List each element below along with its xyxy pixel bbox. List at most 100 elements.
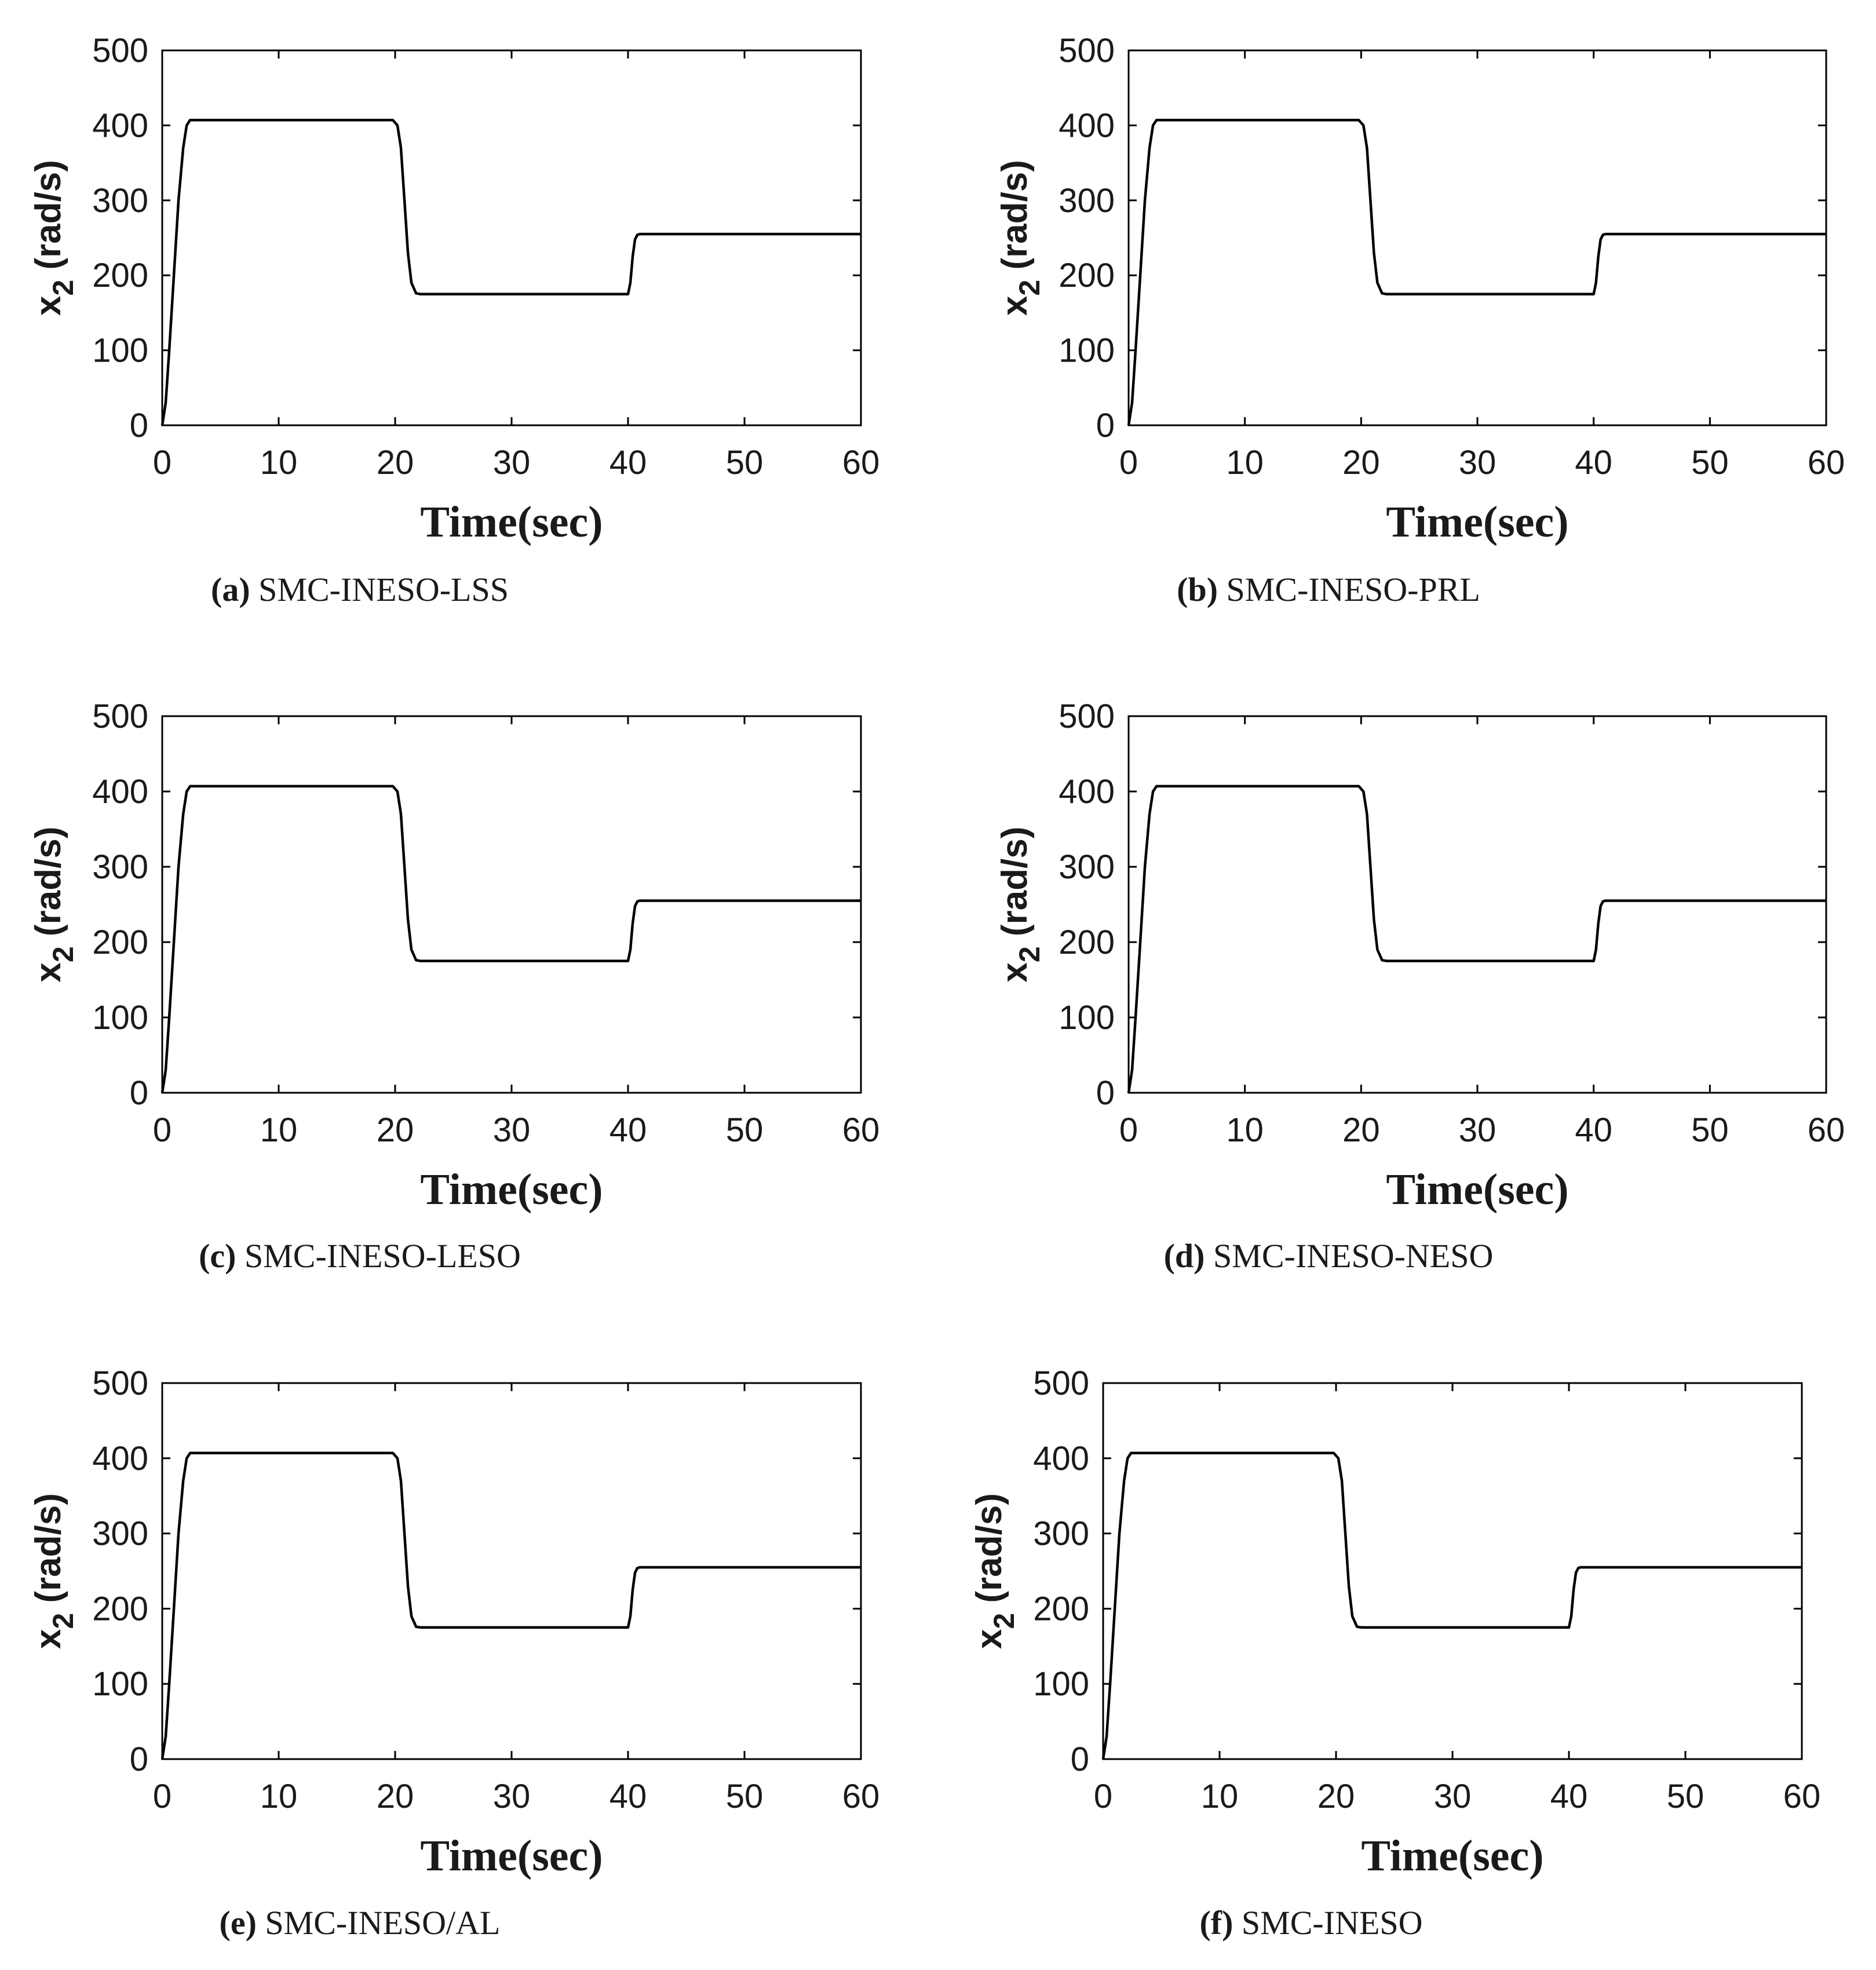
axes-frame xyxy=(1127,715,1827,1094)
y-tick-label: 400 xyxy=(92,773,148,811)
y-tick-label: 100 xyxy=(1059,999,1115,1037)
y-axis-label: x2 (rad/s) xyxy=(995,160,1046,316)
x-tick-label: 20 xyxy=(377,444,414,481)
x-tick-label: 20 xyxy=(1317,1778,1355,1815)
y-tick-label: 100 xyxy=(92,1665,148,1703)
y-tick-label: 100 xyxy=(92,332,148,370)
y-tick-label: 100 xyxy=(1059,332,1115,370)
axes-frame xyxy=(1127,49,1827,426)
x-tick-label: 0 xyxy=(1119,1111,1138,1149)
y-tick-label: 300 xyxy=(92,1515,148,1553)
x-tick-label: 40 xyxy=(1575,444,1612,481)
x-tick-label: 0 xyxy=(153,444,171,481)
chart-panel-b: 0 10 20 30 40 50 60 0 100 200 300 400 500 Time(sec) x2… xyxy=(995,32,1845,608)
y-tick-label: 200 xyxy=(1059,924,1115,961)
series-line-x2 xyxy=(160,119,861,426)
y-tick-label: 0 xyxy=(130,1074,148,1112)
x-tick-label: 30 xyxy=(1459,1111,1497,1149)
x-axis-label: Time(sec) xyxy=(420,1165,603,1214)
x-tick-label: 0 xyxy=(153,1778,171,1815)
x-tick-label: 10 xyxy=(1226,444,1264,481)
x-tick-label: 10 xyxy=(260,444,298,481)
y-tick-label: 300 xyxy=(1059,182,1115,220)
panel-caption: (f) SMC-INESO xyxy=(1199,1904,1422,1942)
x-tick-label: 0 xyxy=(1119,444,1138,481)
y-axis-label: x2 (rad/s) xyxy=(28,826,79,982)
y-tick-label: 300 xyxy=(92,182,148,220)
x-tick-label: 10 xyxy=(260,1778,298,1815)
x-tick-label: 20 xyxy=(377,1111,414,1149)
x-tick-label: 30 xyxy=(1434,1778,1472,1815)
series-line-x2 xyxy=(1101,1451,1802,1760)
y-tick-label: 400 xyxy=(1059,107,1115,144)
x-tick-label: 0 xyxy=(1094,1778,1112,1815)
x-tick-label: 40 xyxy=(609,444,647,481)
x-axis-label: Time(sec) xyxy=(1386,498,1568,546)
x-tick-label: 60 xyxy=(842,1778,880,1815)
x-axis-label: Time(sec) xyxy=(1361,1832,1543,1880)
axes-frame xyxy=(161,715,862,1094)
y-tick-label: 100 xyxy=(92,999,148,1037)
y-tick-label: 500 xyxy=(1059,698,1115,735)
x-tick-label: 50 xyxy=(726,444,764,481)
x-tick-label: 30 xyxy=(493,1111,531,1149)
x-tick-label: 50 xyxy=(726,1778,764,1815)
y-axis-label: x2 (rad/s) xyxy=(28,1493,79,1649)
x-tick-label: 50 xyxy=(1691,444,1729,481)
panel-caption: (e) SMC-INESO/AL xyxy=(220,1904,501,1942)
panel-caption: (d) SMC-INESO-NESO xyxy=(1164,1237,1494,1275)
x-tick-label: 60 xyxy=(1808,444,1845,481)
x-tick-label: 60 xyxy=(842,444,880,481)
panel-caption: (b) SMC-INESO-PRL xyxy=(1177,571,1480,608)
y-axis-label: x2 (rad/s) xyxy=(28,160,79,316)
y-tick-label: 300 xyxy=(1033,1515,1089,1553)
series-line-x2 xyxy=(1127,119,1826,426)
x-tick-label: 10 xyxy=(260,1111,298,1149)
y-tick-label: 200 xyxy=(92,257,148,294)
y-tick-label: 400 xyxy=(92,107,148,144)
y-tick-label: 500 xyxy=(1059,32,1115,70)
x-tick-label: 30 xyxy=(1459,444,1497,481)
x-tick-label: 20 xyxy=(1342,444,1380,481)
y-tick-label: 500 xyxy=(1033,1365,1089,1402)
x-tick-label: 40 xyxy=(1575,1111,1612,1149)
x-tick-label: 60 xyxy=(1783,1778,1821,1815)
x-tick-label: 40 xyxy=(609,1111,647,1149)
x-tick-label: 30 xyxy=(493,444,531,481)
y-tick-label: 0 xyxy=(1096,1074,1115,1112)
panel-caption: (a) SMC-INESO-LSS xyxy=(211,571,509,608)
y-axis-label: x2 (rad/s) xyxy=(995,826,1046,982)
y-tick-label: 200 xyxy=(92,924,148,961)
x-tick-label: 50 xyxy=(726,1111,764,1149)
x-tick-label: 20 xyxy=(377,1778,414,1815)
y-axis-label: x2 (rad/s) xyxy=(969,1493,1020,1649)
x-tick-label: 10 xyxy=(1201,1778,1239,1815)
chart-panel-f: 0 10 20 30 40 50 60 0 100 200 300 400 500 Time(sec) x2… xyxy=(969,1365,1820,1942)
chart-panel-d: 0 10 20 30 40 50 60 0 100 200 300 400 500 Time(sec) x2… xyxy=(995,698,1845,1275)
x-axis-label: Time(sec) xyxy=(420,1832,603,1880)
x-tick-label: 60 xyxy=(842,1111,880,1149)
x-tick-label: 20 xyxy=(1342,1111,1380,1149)
chart-panel-c: 0 10 20 30 40 50 60 0 100 200 300 400 500 Time(sec) x2… xyxy=(28,698,879,1275)
y-tick-label: 200 xyxy=(92,1590,148,1628)
y-tick-label: 200 xyxy=(1059,257,1115,294)
series-line-x2 xyxy=(1127,785,1826,1093)
y-tick-label: 0 xyxy=(1096,407,1115,444)
y-tick-label: 400 xyxy=(92,1440,148,1478)
y-tick-label: 400 xyxy=(1059,773,1115,811)
y-tick-label: 500 xyxy=(92,1365,148,1402)
y-tick-label: 300 xyxy=(92,848,148,886)
y-tick-label: 0 xyxy=(130,407,148,444)
x-tick-label: 40 xyxy=(1550,1778,1588,1815)
y-tick-label: 100 xyxy=(1033,1665,1089,1703)
y-tick-label: 400 xyxy=(1033,1440,1089,1478)
y-tick-label: 500 xyxy=(92,698,148,735)
x-axis-label: Time(sec) xyxy=(1386,1165,1568,1214)
series-line-x2 xyxy=(160,1451,861,1760)
y-tick-label: 300 xyxy=(1059,848,1115,886)
chart-panel-e: 0 10 20 30 40 50 60 0 100 200 300 400 500 Time(sec) x2… xyxy=(28,1365,879,1942)
x-tick-label: 30 xyxy=(493,1778,531,1815)
x-tick-label: 10 xyxy=(1226,1111,1264,1149)
y-tick-label: 200 xyxy=(1033,1590,1089,1628)
